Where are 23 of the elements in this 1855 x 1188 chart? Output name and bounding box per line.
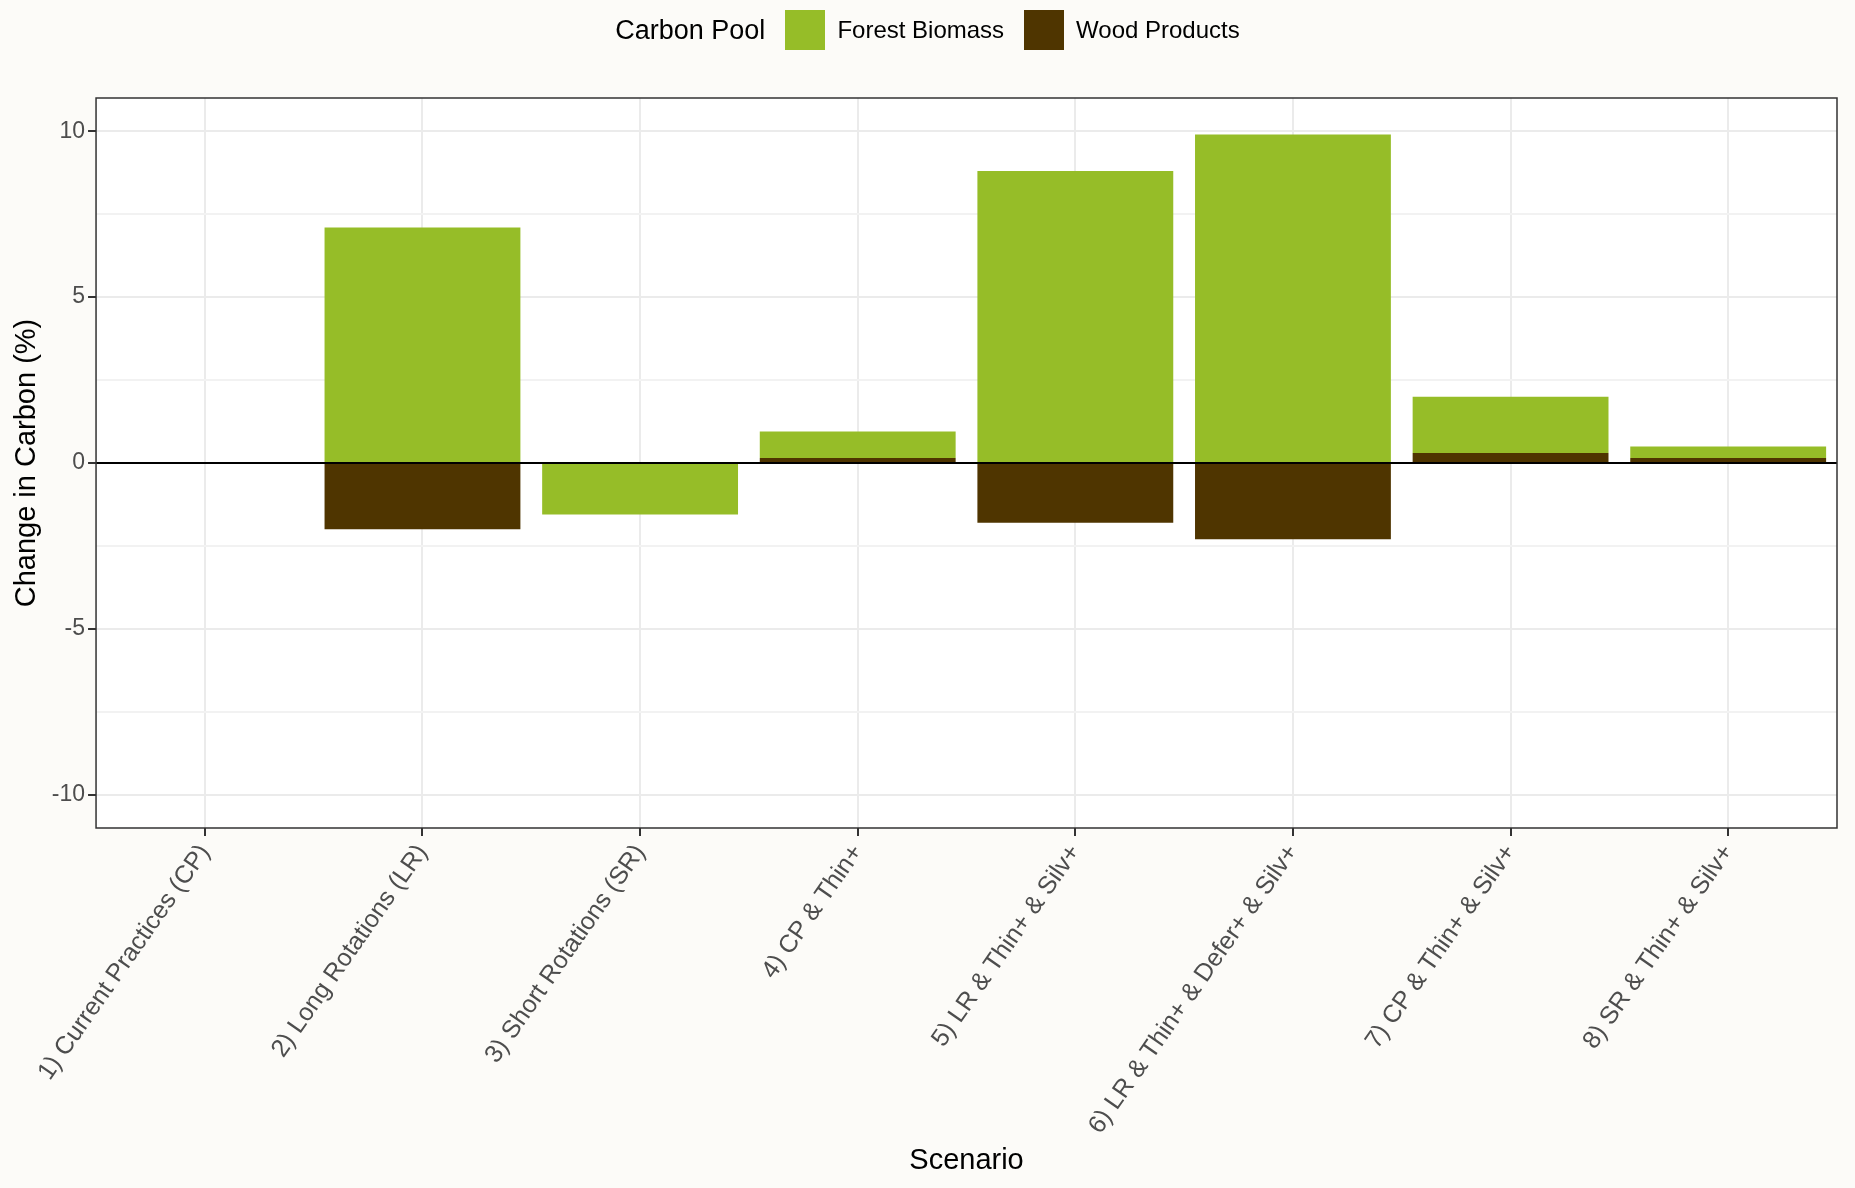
bar [324, 464, 521, 530]
bar [759, 431, 956, 459]
y-tick-label: 5 [72, 282, 86, 309]
bar [1195, 134, 1391, 463]
bar [1412, 453, 1609, 463]
bar [324, 227, 521, 463]
y-tick-label: 0 [72, 448, 86, 475]
y-tick-label: -10 [51, 780, 86, 807]
bar [542, 464, 739, 515]
bar [977, 464, 1174, 523]
bar [759, 458, 956, 463]
y-axis-title: Change in Carbon (%) [9, 318, 42, 608]
bar [977, 171, 1174, 463]
y-tick-label: 10 [59, 116, 86, 143]
x-axis-title: Scenario [909, 1142, 1024, 1175]
legend-label: Forest Biomass [837, 16, 1005, 44]
bar [1412, 396, 1609, 454]
legend-title: Carbon Pool [615, 14, 766, 46]
bar [1195, 464, 1391, 540]
y-tick-label: -5 [64, 614, 86, 641]
bar [1630, 458, 1827, 463]
legend-label: Wood Products [1076, 16, 1240, 44]
bar [1630, 446, 1827, 459]
